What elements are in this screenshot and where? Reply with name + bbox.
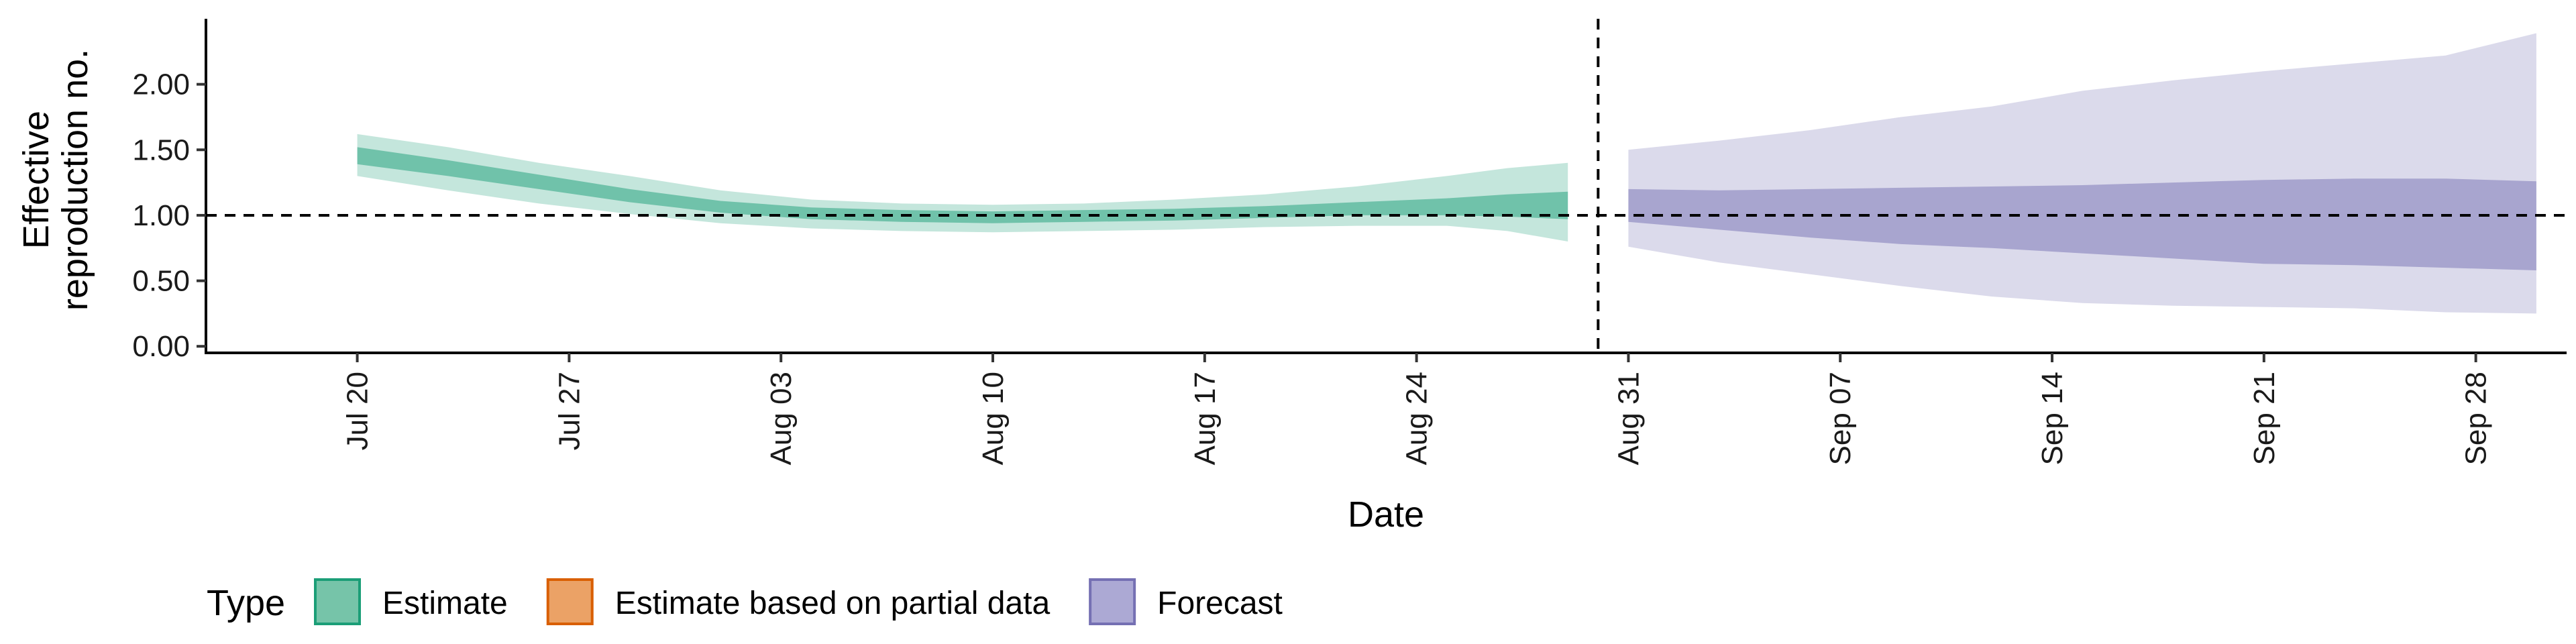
forecast-band-50 — [1628, 178, 2536, 270]
y-axis-ticks: 0.00 0.50 1.00 1.50 2.00 — [132, 68, 206, 363]
x-tick-label: Aug 24 — [1401, 372, 1434, 465]
legend-swatch — [1089, 578, 1136, 625]
y-tick-label: 0.00 — [132, 330, 190, 363]
x-tick-label: Sep 21 — [2248, 372, 2281, 465]
x-tick-label: Aug 31 — [1612, 372, 1645, 465]
legend-swatch — [546, 578, 594, 625]
legend: Type Estimate Estimate based on partial da… — [207, 578, 1283, 625]
y-tick-label: 1.00 — [132, 199, 190, 232]
forecast-band-90 — [1628, 33, 2536, 314]
y-axis-title-line: Effective — [16, 111, 56, 249]
x-tick-label: Sep 28 — [2460, 372, 2493, 465]
x-tick-label: Jul 27 — [553, 372, 586, 450]
x-tick-label: Aug 10 — [977, 372, 1010, 465]
legend-swatch — [314, 578, 361, 625]
x-tick-label: Sep 14 — [2036, 372, 2069, 465]
x-tick-label: Aug 17 — [1189, 372, 1222, 465]
x-axis-title: Date — [1348, 494, 1424, 535]
legend-label: Forecast — [1157, 586, 1283, 621]
axes — [205, 19, 2567, 354]
legend-label: Estimate — [382, 586, 508, 621]
y-tick-label: 1.50 — [132, 133, 190, 166]
y-tick-label: 0.50 — [132, 265, 190, 298]
x-tick-label: Jul 20 — [341, 372, 374, 450]
legend-label: Estimate based on partial data — [615, 586, 1051, 621]
x-axis-ticks: Jul 20 Jul 27 Aug 03 Aug 10 Aug 17 Aug 24 Aug … — [341, 353, 2493, 465]
y-axis-title-line: reproduction no. — [55, 49, 95, 311]
estimate-band-50 — [357, 147, 1568, 223]
x-tick-label: Aug 03 — [765, 372, 798, 465]
legend-title: Type — [207, 583, 285, 623]
x-tick-label: Sep 07 — [1824, 372, 1857, 465]
y-tick-label: 2.00 — [132, 68, 190, 101]
chart-bands — [357, 33, 2536, 314]
